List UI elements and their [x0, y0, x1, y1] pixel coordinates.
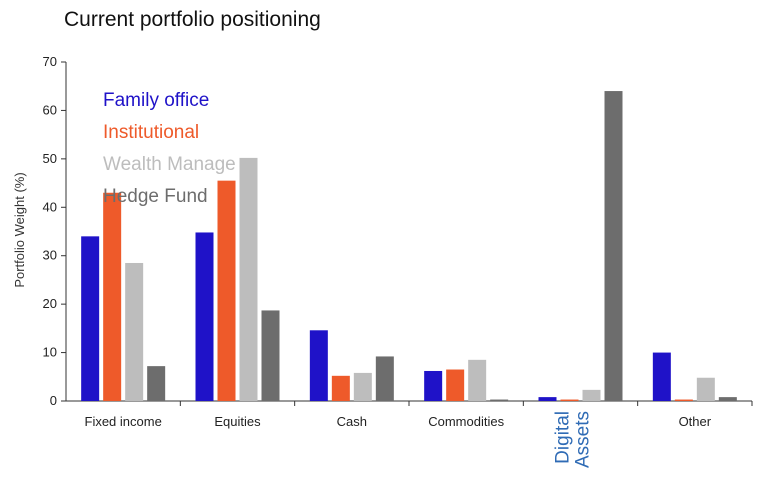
bar [696, 377, 715, 401]
bar [674, 399, 693, 401]
bar [582, 389, 601, 401]
chart-title: Current portfolio positioning [64, 8, 321, 31]
x-category-label: Fixed income [85, 414, 162, 429]
x-axis [66, 400, 753, 406]
bar [217, 180, 236, 401]
bar [331, 375, 350, 401]
y-tick-label: 40 [43, 199, 57, 214]
bar [81, 236, 100, 401]
x-category-label: Cash [337, 414, 367, 429]
y-tick-label: 60 [43, 102, 57, 117]
bar [147, 366, 166, 401]
x-category-label: DigitalAssets [553, 411, 594, 468]
bar [195, 232, 214, 401]
bar [468, 359, 487, 401]
y-tick-label: 30 [43, 248, 57, 263]
y-axis: 0 10 20 30 40 50 60 70 [43, 54, 67, 408]
bar [103, 192, 122, 401]
bar [309, 330, 328, 401]
bar [538, 397, 557, 401]
bar [652, 352, 671, 401]
category-labels: Fixed income Equities Cash Commodities Digit… [85, 411, 712, 468]
bar [490, 399, 509, 401]
bar [424, 370, 443, 401]
legend-entry: Institutional [103, 122, 199, 143]
bar [375, 356, 394, 401]
bar [604, 91, 623, 402]
y-axis-label: Portfolio Weight (%) [12, 172, 27, 287]
y-tick-label: 50 [43, 151, 57, 166]
x-category-label: Commodities [428, 414, 504, 429]
bar [353, 372, 372, 401]
y-tick-label: 20 [43, 296, 57, 311]
bars [81, 91, 737, 402]
bar [718, 397, 737, 401]
bar [560, 399, 579, 401]
legend: Family office Institutional Wealth Manage H… [103, 90, 236, 207]
bar [446, 369, 465, 401]
bar [125, 262, 144, 401]
x-category-label: Other [679, 414, 712, 429]
legend-entry: Family office [103, 90, 209, 111]
bar [261, 310, 280, 401]
bar [239, 157, 258, 401]
x-category-label: Equities [214, 414, 261, 429]
y-tick-label: 0 [50, 393, 57, 408]
legend-entry: Wealth Manage [103, 154, 236, 175]
legend-entry: Hedge Fund [103, 186, 208, 207]
y-tick-label: 70 [43, 54, 57, 69]
y-tick-label: 10 [43, 345, 57, 360]
